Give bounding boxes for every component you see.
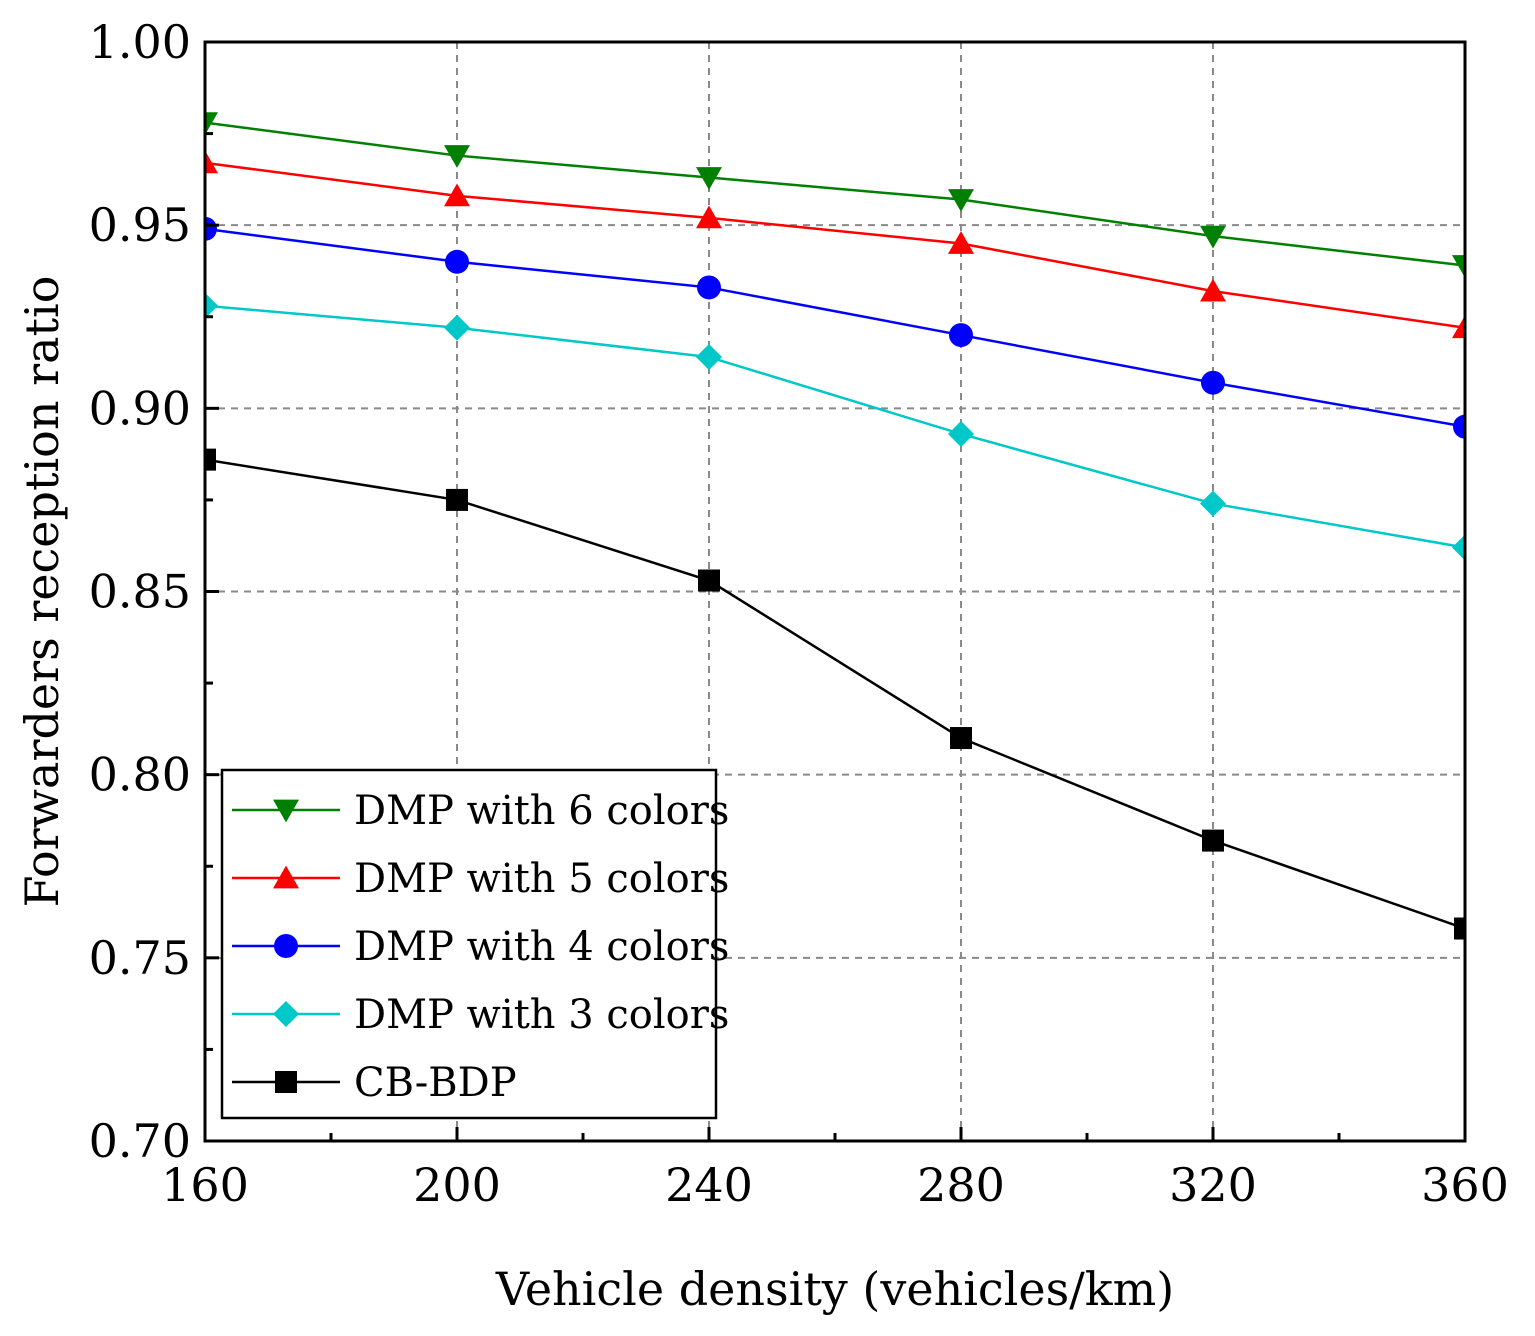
series-0-point-1	[444, 145, 470, 168]
y-tick-label-2: 0.80	[89, 748, 191, 802]
series-3-point-4	[1200, 490, 1226, 517]
legend-box	[220, 768, 718, 1120]
series-0-point-0	[205, 112, 218, 135]
series-3-point-5	[1452, 534, 1465, 561]
series-line-3	[205, 304, 1465, 549]
series-line-4	[205, 458, 1465, 930]
series-2-point-3	[949, 323, 973, 348]
y-tick-labels: 0.70 0.75 0.80 0.85 0.90 0.95 1.00	[89, 15, 191, 1168]
series-1-point-5	[1452, 315, 1465, 339]
series-1-point-0	[205, 150, 218, 174]
legend-marker-2	[274, 934, 298, 958]
legend-marker-0	[273, 799, 299, 823]
y-tick-label-0: 0.70	[89, 1114, 191, 1168]
series-1	[205, 150, 1465, 339]
series-0	[205, 112, 1465, 278]
series-1-point-1	[444, 183, 470, 207]
axis-ticks	[203, 40, 1467, 1143]
series-0-point-4	[1200, 225, 1226, 249]
y-tick-label-3: 0.85	[89, 565, 191, 619]
legend-label-4: CB-BDP	[354, 1060, 517, 1106]
y-axis-title: Forwarders reception ratio	[15, 276, 69, 908]
x-axis-title: Vehicle density (vehicles/km)	[495, 1262, 1174, 1316]
series-line-1	[205, 161, 1465, 329]
x-tick-label-5: 360	[1421, 1158, 1509, 1212]
y-tick-label-6: 1.00	[89, 15, 191, 69]
series-4-point-3	[950, 727, 972, 750]
x-tick-labels: 160 200 240 280 320 360	[161, 1158, 1509, 1212]
legend-label-1: DMP with 5 colors	[354, 856, 729, 902]
y-tick-label-1: 0.75	[89, 931, 191, 985]
series-4-point-2	[698, 569, 720, 592]
series-3	[205, 292, 1465, 561]
series-3-point-0	[205, 292, 218, 319]
series-4-point-1	[446, 488, 468, 511]
series-layer	[205, 112, 1465, 940]
series-2-point-4	[1201, 370, 1225, 395]
y-tick-label-4: 0.90	[89, 381, 191, 435]
series-3-point-1	[444, 314, 470, 341]
series-0-point-2	[696, 167, 722, 190]
series-4	[205, 448, 1465, 940]
x-tick-label-1: 200	[413, 1158, 501, 1212]
series-1-point-4	[1200, 278, 1226, 302]
legend: DMP with 6 colors DMP with 5 colors DMP wi…	[220, 768, 729, 1120]
series-4-point-4	[1202, 829, 1224, 852]
series-2-point-5	[1453, 414, 1465, 439]
series-line-0	[205, 121, 1465, 267]
series-2-point-0	[205, 216, 217, 241]
series-0-point-3	[948, 189, 974, 212]
x-tick-label-0: 160	[161, 1158, 249, 1212]
legend-marker-4	[275, 1071, 297, 1093]
series-1-point-3	[948, 231, 974, 254]
series-0-point-5	[1452, 255, 1465, 278]
series-line-2	[205, 227, 1465, 428]
x-tick-label-3: 280	[917, 1158, 1005, 1212]
legend-marker-3	[273, 1001, 299, 1027]
legend-label-3: DMP with 3 colors	[354, 992, 729, 1038]
y-tick-label-5: 0.95	[89, 198, 191, 252]
legend-marker-1	[273, 865, 299, 889]
x-tick-label-2: 240	[665, 1158, 753, 1212]
series-2	[205, 216, 1465, 439]
series-4-point-5	[1454, 917, 1465, 940]
series-2-point-2	[697, 275, 721, 300]
series-4-point-0	[205, 448, 216, 471]
x-tick-label-4: 320	[1169, 1158, 1257, 1212]
legend-label-2: DMP with 4 colors	[354, 924, 729, 970]
series-2-point-1	[445, 249, 469, 274]
series-1-point-2	[696, 205, 722, 229]
legend-label-0: DMP with 6 colors	[354, 788, 729, 834]
series-3-point-3	[948, 420, 974, 447]
series-3-point-2	[696, 344, 722, 371]
